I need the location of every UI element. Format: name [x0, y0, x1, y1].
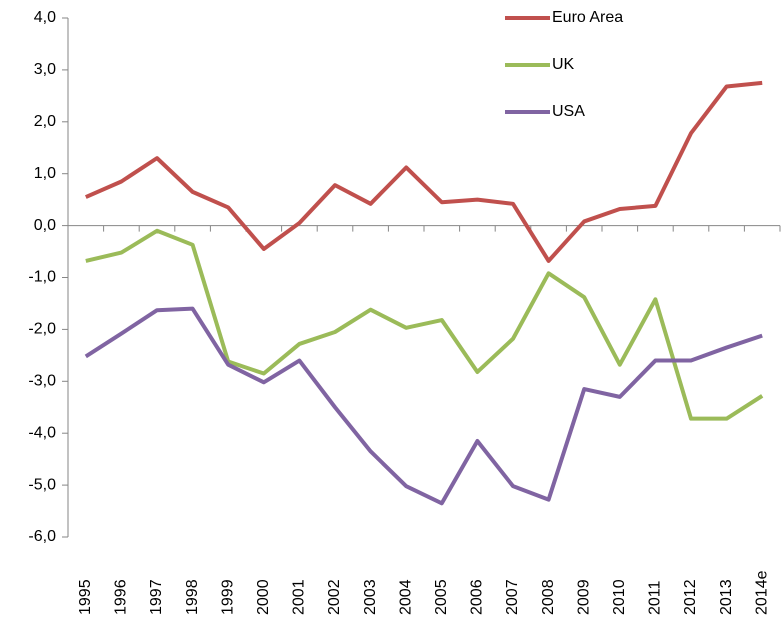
x-tick-label: 2005	[433, 579, 450, 615]
y-tick-label: -3,0	[28, 373, 56, 390]
x-tick-label: 1997	[148, 579, 165, 615]
legend-label: Euro Area	[552, 9, 623, 26]
x-tick-label: 2001	[291, 579, 308, 615]
y-tick-label: 4,0	[34, 9, 56, 26]
legend-label: USA	[552, 103, 585, 120]
y-tick-label: -4,0	[28, 424, 56, 441]
y-tick-label: 0,0	[34, 217, 56, 234]
line-series	[84, 306, 763, 506]
y-tick-label: 1,0	[34, 165, 56, 182]
y-tick-label: 3,0	[34, 61, 56, 78]
x-tick-label: 2014e	[753, 570, 770, 615]
y-tick-label: -5,0	[28, 476, 56, 493]
x-tick-label: 2011	[647, 580, 664, 615]
x-tick-label: 2010	[611, 579, 628, 615]
line-series	[84, 80, 763, 263]
y-tick-label: -2,0	[28, 321, 56, 338]
x-tick-label: 2002	[326, 579, 343, 615]
x-tick-label: 1998	[184, 579, 201, 615]
x-tick-label: 1995	[77, 579, 94, 615]
y-tick-label: 2,0	[34, 113, 56, 130]
line-series	[85, 228, 764, 421]
y-tick-label: -1,0	[28, 269, 56, 286]
x-tick-label: 2008	[540, 579, 557, 615]
x-tick-label: 2000	[255, 579, 272, 615]
y-tick-label: -6,0	[28, 528, 56, 545]
x-tick-label: 2004	[397, 579, 414, 615]
x-tick-label: 2012	[682, 579, 699, 615]
x-tick-label: 2013	[718, 579, 735, 615]
x-tick-label: 1996	[113, 579, 130, 615]
x-tick-label: 2006	[469, 579, 486, 615]
legend-label: UK	[552, 56, 575, 73]
x-tick-label: 2003	[362, 579, 379, 615]
x-tick-label: 2007	[504, 579, 521, 615]
x-tick-label: 2009	[575, 579, 592, 615]
x-tick-label: 1999	[219, 579, 236, 615]
